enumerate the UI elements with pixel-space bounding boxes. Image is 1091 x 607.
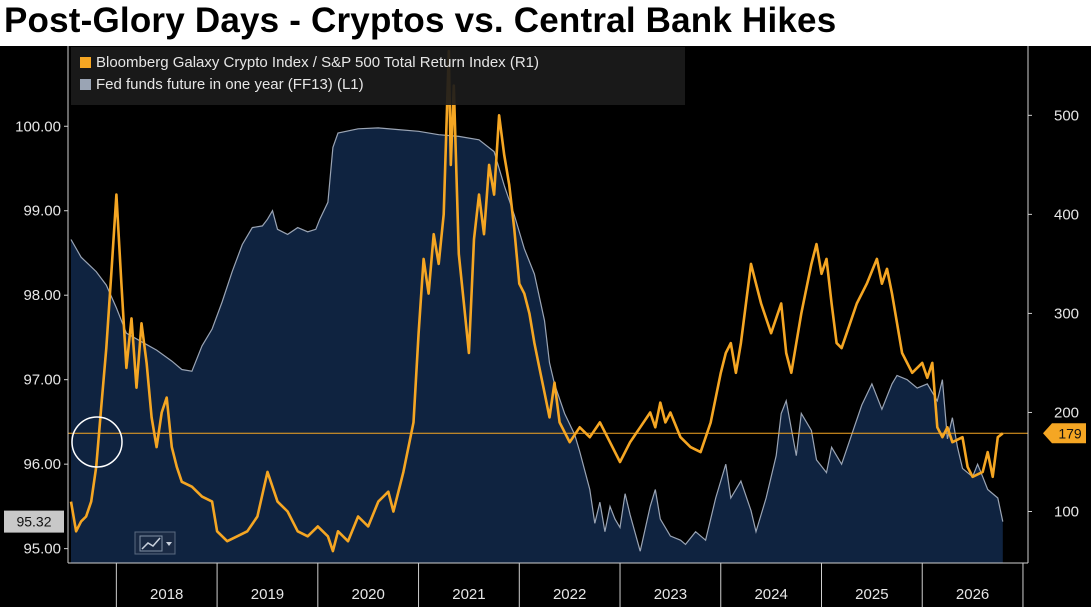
value-tags: 95.32 179 [4,423,1086,533]
legend-entry-label: Bloomberg Galaxy Crypto Index / S&P 500 … [96,54,539,71]
legend-entry-label: Fed funds future in one year (FF13) (L1) [96,76,364,93]
left-value-tag [4,510,64,533]
x-tick-label: 2018 [150,586,183,603]
line-chart-icon [141,537,161,550]
left-tick-label: 96.00 [23,456,61,473]
x-tick-label: 2026 [956,586,989,603]
left-tick-label: 100.00 [15,118,61,135]
x-tick-label: 2021 [452,586,485,603]
chart-icon-frame [139,535,163,552]
left-tick-label: 95.00 [23,541,61,558]
x-tick-label: 2022 [553,586,586,603]
right-tick-label: 300 [1054,305,1079,322]
plot-area [68,49,1028,564]
right-value-tag-label: 179 [1058,425,1082,441]
left-value-tag-label: 95.32 [16,514,51,530]
x-tick-label: 2024 [754,586,787,603]
crypto-ratio-line [69,49,1004,553]
legend-swatch [80,57,91,68]
right-value-tag [1043,423,1086,444]
legend-swatch [80,79,91,90]
right-tick-label: 500 [1054,107,1079,124]
legend-box [71,47,685,105]
fed-funds-line [70,127,1004,552]
axes: 95.00 96.00 97.00 98.00 99.00 100.00 100 200 300… [15,46,1079,607]
right-tick-label: 100 [1054,503,1079,520]
right-tick-label: 400 [1054,206,1079,223]
highlight-circle [71,416,123,468]
left-tick-label: 97.00 [23,372,61,389]
x-tick-label: 2025 [855,586,888,603]
chart-tool[interactable] [134,531,176,555]
chevron-down-icon [166,542,172,546]
left-tick-label: 99.00 [23,203,61,220]
right-tick-label: 200 [1054,404,1079,421]
fed-funds-area [71,127,1003,564]
x-tick-label: 2020 [352,586,385,603]
x-tick-label: 2019 [251,586,284,603]
title-bar: Post-Glory Days - Cryptos vs. Central Ba… [0,0,1091,46]
x-tick-label: 2023 [654,586,687,603]
page-title: Post-Glory Days - Cryptos vs. Central Ba… [4,1,837,40]
legend: Bloomberg Galaxy Crypto Index / S&P 500 … [71,47,685,105]
left-tick-label: 98.00 [23,287,61,304]
chart: 95.00 96.00 97.00 98.00 99.00 100.00 100 200 300… [0,46,1091,607]
